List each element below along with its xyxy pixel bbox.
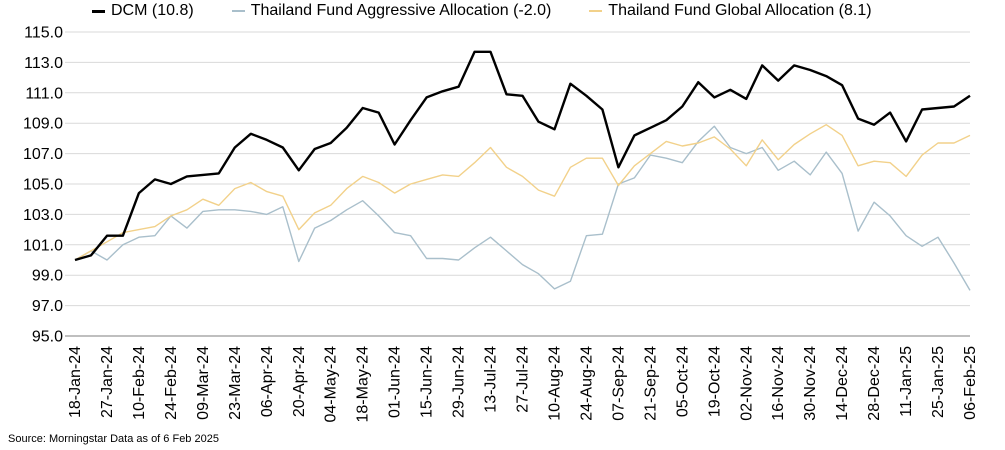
legend-label-dcm: DCM (10.8) (111, 2, 194, 19)
x-tick-label: 18-May-24 (355, 346, 372, 423)
x-tick-label: 06-Feb-25 (962, 346, 979, 420)
x-tick-label: 13-Jul-24 (483, 346, 500, 413)
series-line-1 (74, 125, 971, 291)
y-tick-label: 107.0 (23, 146, 63, 163)
y-tick-label: 97.0 (32, 298, 63, 315)
x-tick-label: 06-Apr-24 (259, 346, 276, 417)
y-tick-label: 115.0 (24, 25, 63, 42)
x-tick-label: 18-Jan-24 (67, 346, 84, 418)
legend: DCM (10.8) Thailand Fund Aggressive Allo… (92, 2, 910, 20)
y-tick-label: 113.0 (24, 55, 63, 72)
x-tick-label: 19-Oct-24 (706, 346, 723, 417)
legend-label-aggressive: Thailand Fund Aggressive Allocation (-2.… (250, 2, 552, 19)
y-tick-label: 99.0 (32, 268, 63, 285)
x-tick-label: 23-Mar-24 (227, 346, 244, 420)
legend-swatch-dcm (92, 9, 105, 13)
x-tick-label: 25-Jan-25 (930, 346, 947, 418)
y-tick-label: 109.0 (23, 116, 63, 133)
y-axis: 95.0 97.0 99.0 101.0 103.0 105.0 107.0 109.0 111… (23, 25, 63, 346)
y-tick-label: 105.0 (23, 177, 63, 194)
y-tick-label: 95.0 (32, 329, 63, 346)
x-tick-label: 24-Aug-24 (578, 346, 595, 421)
legend-label-global: Thailand Fund Global Allocation (8.1) (608, 2, 872, 19)
series-line-0 (74, 50, 971, 262)
x-tick-label: 01-Jun-24 (387, 346, 404, 418)
source-note: Source: Morningstar Data as of 6 Feb 202… (8, 433, 219, 445)
x-axis: 18-Jan-24 27-Jan-24 10-Feb-24 24-Feb-24 09-M… (65, 335, 979, 423)
x-tick-label: 28-Dec-24 (866, 346, 883, 421)
x-tick-label: 10-Aug-24 (546, 346, 563, 421)
x-tick-label: 27-Jan-24 (99, 346, 116, 418)
gridlines (65, 31, 970, 337)
x-tick-label: 24-Feb-24 (163, 346, 180, 420)
legend-item-dcm: DCM (10.8) (92, 2, 194, 20)
x-tick-label: 07-Sep-24 (610, 346, 627, 421)
series-line-2 (74, 123, 971, 261)
legend-swatch-global (589, 10, 603, 12)
legend-item-global: Thailand Fund Global Allocation (8.1) (589, 2, 872, 20)
x-tick-label: 05-Oct-24 (674, 346, 691, 417)
legend-item-aggressive: Thailand Fund Aggressive Allocation (-2.… (231, 2, 552, 20)
x-tick-label: 11-Jan-25 (898, 346, 915, 417)
x-tick-label: 21-Sep-24 (642, 346, 659, 421)
x-tick-label: 14-Dec-24 (834, 346, 851, 421)
x-tick-label: 10-Feb-24 (131, 346, 148, 420)
y-tick-label: 101.0 (23, 237, 63, 254)
x-tick-label: 02-Nov-24 (738, 346, 755, 421)
y-tick-label: 111.0 (25, 85, 63, 102)
x-tick-label: 30-Nov-24 (802, 346, 819, 421)
x-tick-label: 15-Jun-24 (419, 346, 436, 418)
legend-swatch-aggressive (231, 10, 245, 12)
x-tick-label: 16-Nov-24 (770, 346, 787, 421)
series-lines (74, 50, 971, 291)
x-tick-label: 09-Mar-24 (195, 346, 212, 420)
x-tick-label: 04-May-24 (323, 346, 340, 423)
x-tick-label: 27-Jul-24 (515, 346, 532, 413)
x-tick-label: 29-Jun-24 (451, 346, 468, 418)
x-tick-label: 20-Apr-24 (291, 346, 308, 417)
y-tick-label: 103.0 (23, 207, 63, 224)
